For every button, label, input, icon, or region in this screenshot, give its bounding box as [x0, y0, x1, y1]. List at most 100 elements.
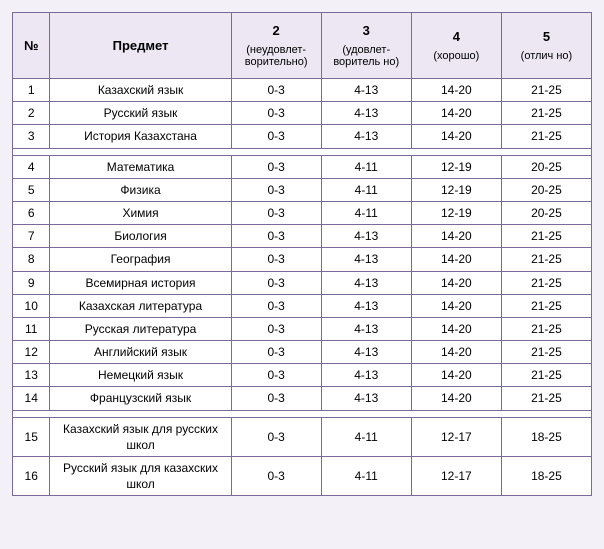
cell-c4: 14-20 — [411, 271, 501, 294]
cell-c3: 4-13 — [321, 294, 411, 317]
cell-c5: 21-25 — [501, 225, 591, 248]
table-row: 12Английский язык0-34-1314-2021-25 — [13, 341, 592, 364]
cell-c2: 0-3 — [231, 178, 321, 201]
table-header: № Предмет 2 (неудовлет-ворительно) 3 (уд… — [13, 13, 592, 79]
cell-c4: 14-20 — [411, 387, 501, 410]
spacer-cell — [13, 410, 592, 417]
cell-c5: 21-25 — [501, 364, 591, 387]
header-col5: 5 (отлич но) — [501, 13, 591, 79]
cell-c4: 14-20 — [411, 341, 501, 364]
cell-num: 3 — [13, 125, 50, 148]
cell-c2: 0-3 — [231, 387, 321, 410]
cell-c5: 21-25 — [501, 317, 591, 340]
cell-c4: 14-20 — [411, 225, 501, 248]
cell-c2: 0-3 — [231, 341, 321, 364]
table-row: 10Казахская литература0-34-1314-2021-25 — [13, 294, 592, 317]
cell-c3: 4-13 — [321, 317, 411, 340]
header-col3: 3 (удовлет-воритель но) — [321, 13, 411, 79]
table-body: 1Казахский язык0-34-1314-2021-252Русский… — [13, 79, 592, 496]
spacer-row — [13, 410, 592, 417]
cell-c5: 21-25 — [501, 102, 591, 125]
table-row: 1Казахский язык0-34-1314-2021-25 — [13, 79, 592, 102]
cell-num: 1 — [13, 79, 50, 102]
cell-c3: 4-13 — [321, 102, 411, 125]
cell-subject: Русский язык — [50, 102, 231, 125]
cell-c2: 0-3 — [231, 201, 321, 224]
cell-c4: 14-20 — [411, 79, 501, 102]
cell-c2: 0-3 — [231, 248, 321, 271]
cell-c4: 14-20 — [411, 294, 501, 317]
cell-num: 13 — [13, 364, 50, 387]
header-col3-main: 3 — [363, 23, 370, 38]
table-row: 7Биология0-34-1314-2021-25 — [13, 225, 592, 248]
header-col2: 2 (неудовлет-ворительно) — [231, 13, 321, 79]
cell-subject: Математика — [50, 155, 231, 178]
spacer-cell — [13, 148, 592, 155]
header-num: № — [13, 13, 50, 79]
cell-c3: 4-13 — [321, 271, 411, 294]
cell-c4: 12-17 — [411, 457, 501, 496]
cell-c4: 14-20 — [411, 364, 501, 387]
cell-c2: 0-3 — [231, 102, 321, 125]
cell-c2: 0-3 — [231, 417, 321, 456]
cell-subject: Английский язык — [50, 341, 231, 364]
cell-subject: Физика — [50, 178, 231, 201]
cell-c4: 14-20 — [411, 248, 501, 271]
cell-subject: Казахский язык — [50, 79, 231, 102]
cell-c3: 4-13 — [321, 125, 411, 148]
table-row: 15Казахский язык для русских школ0-34-11… — [13, 417, 592, 456]
cell-num: 10 — [13, 294, 50, 317]
cell-c3: 4-13 — [321, 225, 411, 248]
cell-c3: 4-11 — [321, 201, 411, 224]
cell-num: 4 — [13, 155, 50, 178]
header-col4: 4 (хорошо) — [411, 13, 501, 79]
table-row: 13Немецкий язык0-34-1314-2021-25 — [13, 364, 592, 387]
cell-c2: 0-3 — [231, 364, 321, 387]
cell-c5: 20-25 — [501, 201, 591, 224]
cell-c2: 0-3 — [231, 125, 321, 148]
header-col5-sub: (отлич но) — [506, 50, 587, 62]
header-subject: Предмет — [50, 13, 231, 79]
cell-c5: 21-25 — [501, 125, 591, 148]
table-row: 11Русская литература0-34-1314-2021-25 — [13, 317, 592, 340]
cell-subject: Химия — [50, 201, 231, 224]
cell-c5: 20-25 — [501, 155, 591, 178]
cell-num: 16 — [13, 457, 50, 496]
cell-subject: Казахский язык для русских школ — [50, 417, 231, 456]
cell-c5: 21-25 — [501, 294, 591, 317]
cell-c2: 0-3 — [231, 79, 321, 102]
cell-c3: 4-11 — [321, 417, 411, 456]
cell-num: 7 — [13, 225, 50, 248]
grading-table: № Предмет 2 (неудовлет-ворительно) 3 (уд… — [12, 12, 592, 496]
cell-c2: 0-3 — [231, 457, 321, 496]
cell-c2: 0-3 — [231, 271, 321, 294]
spacer-row — [13, 148, 592, 155]
header-col3-sub: (удовлет-воритель но) — [326, 44, 407, 68]
cell-num: 5 — [13, 178, 50, 201]
header-col5-main: 5 — [543, 29, 550, 44]
header-col2-sub: (неудовлет-ворительно) — [236, 44, 317, 68]
cell-subject: География — [50, 248, 231, 271]
cell-c3: 4-13 — [321, 341, 411, 364]
cell-c5: 18-25 — [501, 457, 591, 496]
cell-c3: 4-13 — [321, 79, 411, 102]
cell-c3: 4-11 — [321, 178, 411, 201]
table-row: 5Физика0-34-1112-1920-25 — [13, 178, 592, 201]
cell-c4: 12-17 — [411, 417, 501, 456]
table-row: 9Всемирная история0-34-1314-2021-25 — [13, 271, 592, 294]
cell-c5: 20-25 — [501, 178, 591, 201]
cell-c3: 4-13 — [321, 364, 411, 387]
cell-c5: 18-25 — [501, 417, 591, 456]
cell-num: 14 — [13, 387, 50, 410]
cell-subject: Русская литература — [50, 317, 231, 340]
table-row: 3История Казахстана0-34-1314-2021-25 — [13, 125, 592, 148]
cell-c3: 4-13 — [321, 248, 411, 271]
cell-c4: 14-20 — [411, 102, 501, 125]
cell-c4: 12-19 — [411, 155, 501, 178]
cell-c2: 0-3 — [231, 294, 321, 317]
cell-c4: 12-19 — [411, 201, 501, 224]
cell-c4: 14-20 — [411, 317, 501, 340]
cell-subject: Французский язык — [50, 387, 231, 410]
cell-subject: Биология — [50, 225, 231, 248]
table-row: 6Химия0-34-1112-1920-25 — [13, 201, 592, 224]
